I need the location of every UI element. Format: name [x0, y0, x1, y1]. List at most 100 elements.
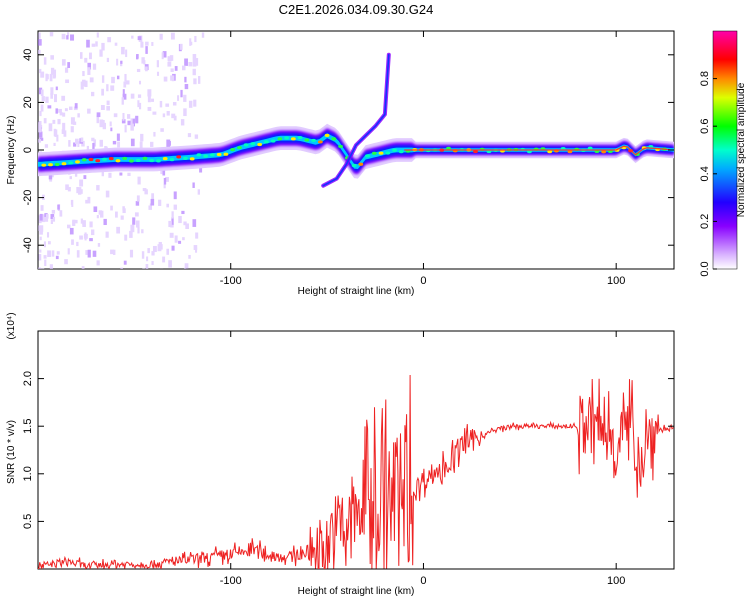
noise-speckle	[106, 100, 110, 106]
noise-speckle	[79, 52, 83, 59]
noise-speckle	[188, 254, 191, 259]
noise-speckle	[70, 126, 74, 133]
y-tick-label: -20	[22, 190, 34, 206]
ridge-blob	[216, 152, 222, 157]
noise-speckle	[38, 254, 42, 261]
noise-speckle	[96, 115, 100, 124]
snr-xlabel: Height of straight line (km)	[298, 586, 415, 597]
noise-speckle	[135, 201, 140, 206]
ridge-blob	[203, 154, 209, 158]
spectrogram-ylabel: Frequency (Hz)	[6, 116, 17, 185]
noise-speckle	[58, 108, 62, 113]
noise-speckle	[59, 112, 63, 116]
noise-speckle	[71, 239, 74, 245]
noise-speckle	[184, 58, 188, 66]
ridge-blob	[304, 138, 310, 142]
noise-speckle	[80, 218, 83, 224]
noise-speckle	[134, 212, 139, 217]
noise-speckle	[91, 137, 95, 142]
y-tick-label: 1.5	[22, 419, 34, 434]
noise-speckle	[85, 199, 89, 204]
ridge-blob	[567, 150, 573, 154]
noise-speckle	[192, 68, 196, 76]
noise-speckle	[145, 46, 148, 54]
noise-speckle	[55, 255, 59, 260]
noise-speckle	[180, 89, 183, 98]
noise-speckle	[182, 237, 185, 241]
noise-speckle	[101, 119, 105, 124]
noise-speckle	[122, 208, 126, 214]
noise-speckle	[162, 51, 167, 58]
noise-speckle	[116, 58, 119, 66]
noise-speckle	[96, 32, 99, 38]
noise-speckle	[69, 227, 74, 235]
ridge-blob	[311, 138, 316, 143]
noise-speckle	[40, 268, 45, 269]
noise-speckle	[166, 203, 170, 208]
noise-speckle	[122, 112, 125, 121]
noise-speckle	[168, 220, 172, 228]
noise-speckle	[64, 259, 68, 265]
noise-speckle	[79, 235, 83, 240]
noise-speckle	[67, 186, 71, 192]
noise-speckle	[132, 118, 135, 127]
noise-speckle	[38, 131, 43, 138]
noise-speckle	[116, 133, 120, 141]
noise-speckle	[52, 216, 56, 222]
noise-speckle	[55, 108, 58, 114]
noise-speckle	[50, 55, 54, 60]
ridge-blob	[263, 140, 269, 144]
noise-speckle	[38, 87, 43, 95]
noise-speckle	[63, 130, 67, 137]
colorbar-tick-label: 0.4	[699, 166, 711, 181]
noise-speckle	[57, 119, 61, 125]
noise-speckle	[129, 249, 134, 258]
noise-speckle	[188, 61, 193, 67]
noise-speckle	[120, 267, 123, 269]
noise-speckle	[123, 260, 127, 265]
ridge-blob	[230, 148, 236, 152]
noise-speckle	[127, 114, 131, 119]
noise-speckle	[151, 42, 154, 46]
snr-panel: -100 0 100 0.5 1.0 1.5 2.0 Height of straight …	[6, 312, 675, 597]
noise-speckle	[76, 250, 80, 258]
noise-speckle	[182, 65, 186, 71]
noise-speckle	[56, 134, 59, 142]
noise-speckle	[131, 35, 134, 39]
noise-speckle	[62, 112, 66, 117]
noise-speckle	[122, 206, 125, 211]
noise-speckle	[159, 100, 163, 108]
noise-speckle	[151, 98, 155, 102]
ridge-band-outer	[38, 128, 674, 175]
noise-speckle	[45, 214, 49, 219]
ridge-band-core	[38, 133, 674, 169]
y-tick-label: 0	[22, 147, 34, 153]
noise-speckle	[105, 190, 110, 198]
noise-speckle	[40, 89, 44, 97]
ridge-blob	[102, 157, 107, 161]
ridge-blob	[290, 137, 296, 141]
noise-speckle	[183, 108, 187, 117]
noise-speckle	[51, 209, 56, 214]
ridge-blob	[527, 150, 532, 154]
noise-speckle	[71, 199, 74, 207]
noise-speckle	[178, 240, 182, 244]
ridge-blob	[129, 159, 134, 163]
ridge-blob	[317, 140, 323, 144]
ridge-blob	[324, 133, 330, 137]
noise-speckle	[139, 102, 142, 110]
noise-speckle	[89, 221, 93, 228]
snr-scale-label: (x10⁴)	[6, 312, 17, 339]
colorbar-tick-label: 0.2	[699, 214, 711, 229]
noise-speckle	[53, 142, 56, 146]
noise-speckle	[120, 215, 124, 220]
noise-speckle	[197, 189, 200, 195]
noise-speckle	[171, 113, 176, 119]
noise-speckle	[49, 264, 53, 269]
noise-speckle	[87, 67, 91, 75]
noise-speckle	[167, 56, 170, 61]
noise-speckle	[181, 210, 185, 215]
noise-speckle	[110, 127, 113, 132]
ridge-blob	[351, 163, 357, 168]
noise-speckle	[95, 41, 98, 47]
